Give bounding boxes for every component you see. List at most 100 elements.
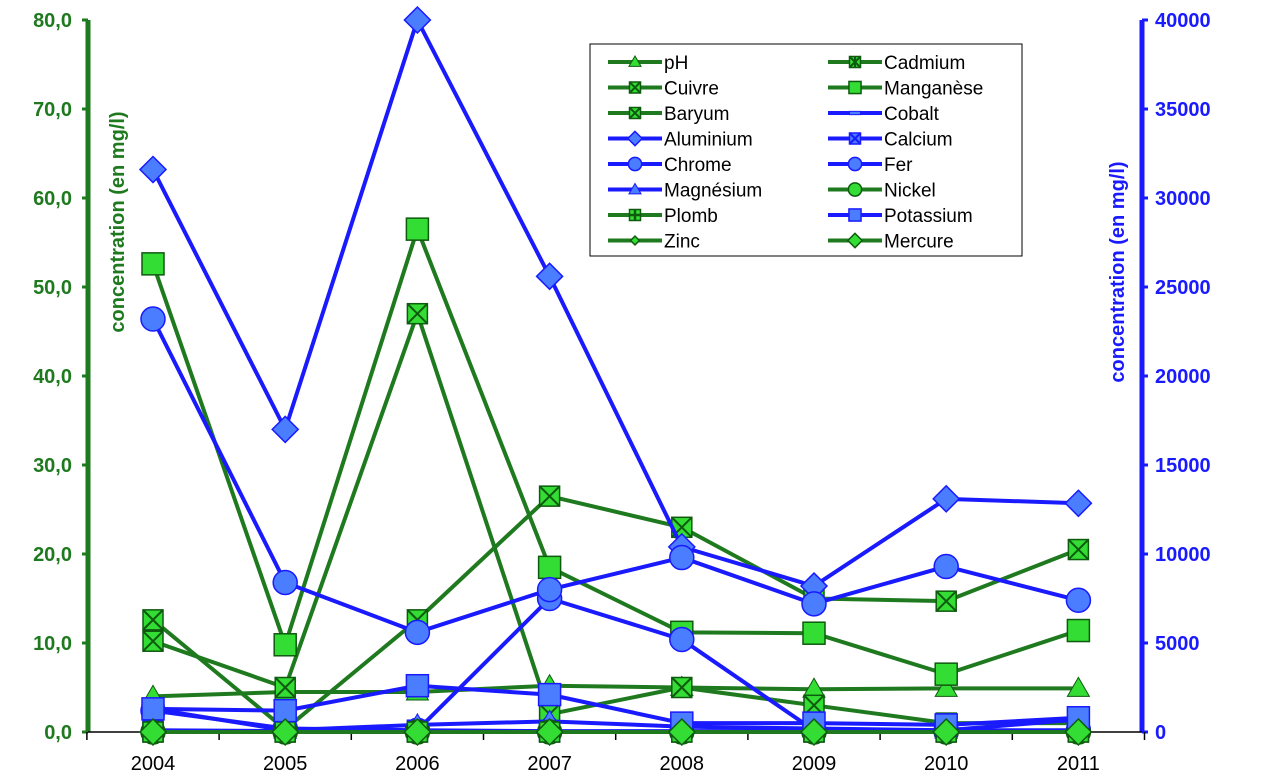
data-point <box>801 591 827 617</box>
legend-marker <box>628 208 642 222</box>
legend-marker <box>848 55 862 69</box>
legend-item: Magnésium <box>608 181 762 202</box>
right-tick-label: 25000 <box>1155 277 1211 299</box>
legend-label: Fer <box>884 155 913 176</box>
data-point <box>405 673 430 698</box>
x-tick-label: 2004 <box>131 753 176 775</box>
left-tick-label: 80,0 <box>33 10 72 32</box>
legend-marker <box>628 81 642 94</box>
data-point <box>1064 717 1093 747</box>
legend-label: Calcium <box>884 130 953 151</box>
left-tick-label: 60,0 <box>33 188 72 210</box>
data-point <box>536 576 563 603</box>
data-point <box>142 609 164 631</box>
data-point <box>667 717 696 747</box>
legend-item: Baryum <box>608 104 729 125</box>
legend-label: Chrome <box>664 155 732 176</box>
series-aluminium <box>138 5 1093 601</box>
series-line <box>152 683 1079 699</box>
legend-item: Cobalt <box>828 104 940 125</box>
legend-item: Calcium <box>828 130 953 151</box>
data-point <box>271 415 300 444</box>
data-point <box>535 717 564 747</box>
data-point <box>140 306 166 332</box>
data-point <box>404 619 431 646</box>
legend-item: Zinc <box>608 232 700 253</box>
legend-label: Magnésium <box>664 181 762 202</box>
legend-label: Aluminium <box>664 130 753 151</box>
legend-item: Potassium <box>828 206 973 227</box>
series-line <box>152 311 1079 726</box>
legend-item: Aluminium <box>608 130 753 151</box>
legend-label: Baryum <box>664 104 729 125</box>
legend-label: pH <box>664 53 688 74</box>
legend-marker <box>847 182 863 197</box>
legend-marker <box>848 132 862 145</box>
x-tick-label: 2005 <box>263 753 308 775</box>
series-line <box>152 706 1079 733</box>
legend-label: Potassium <box>884 206 973 227</box>
legend-item: Manganèse <box>828 79 983 100</box>
left-tick-label: 0,0 <box>44 722 72 744</box>
data-point <box>932 717 961 747</box>
right-tick-label: 0 <box>1155 722 1166 744</box>
series-manganèse <box>141 217 1091 686</box>
series-fer <box>140 306 1092 646</box>
data-point <box>538 485 561 507</box>
data-point <box>403 5 432 35</box>
data-point <box>405 217 430 241</box>
legend-item: Cadmium <box>828 53 965 74</box>
right-tick-label: 15000 <box>1155 455 1211 477</box>
x-tick-label: 2009 <box>792 753 837 775</box>
data-point <box>535 262 564 291</box>
right-tick-label: 10000 <box>1155 544 1211 566</box>
legend-item: Mercure <box>828 232 954 253</box>
series-line <box>151 318 1079 635</box>
data-point <box>537 555 562 580</box>
series-mercure <box>138 717 1093 747</box>
x-tick-label: 2006 <box>395 753 440 775</box>
legend-marker <box>626 130 644 147</box>
data-point <box>1067 538 1090 561</box>
x-tick-label: 2011 <box>1057 753 1100 775</box>
right-tick-label: 35000 <box>1155 99 1211 121</box>
legend-label: Nickel <box>884 181 936 202</box>
legend-label: Cadmium <box>884 53 965 74</box>
data-point <box>138 155 168 184</box>
legend-label: Cuivre <box>664 79 719 100</box>
axes: 0,0 10,0 20,0 30,0 40,0 50,0 60,0 70,0 80,0 0 5000… <box>33 10 1211 775</box>
data-point <box>1066 676 1091 697</box>
legend-marker <box>628 54 642 67</box>
legend-marker <box>848 80 862 95</box>
data-point <box>1064 489 1093 518</box>
series-line <box>152 683 1079 727</box>
legend-label: Plomb <box>664 206 718 227</box>
data-point <box>138 717 168 747</box>
data-point <box>141 252 165 276</box>
legend-marker <box>628 106 642 120</box>
data-point <box>272 569 298 596</box>
legend-item: Cuivre <box>608 79 719 100</box>
data-point <box>671 676 693 699</box>
data-point <box>274 676 296 699</box>
data-point <box>406 302 429 325</box>
data-point <box>403 717 432 747</box>
legend-label: Zinc <box>664 232 700 253</box>
data-point <box>273 633 297 657</box>
legend-box <box>589 43 1023 257</box>
x-tick-label: 2010 <box>924 753 969 775</box>
data-point <box>934 676 959 697</box>
legend-marker <box>849 110 861 116</box>
legend-marker <box>848 208 862 222</box>
x-tick-label: 2008 <box>660 753 705 775</box>
left-axis-title: concentration (en mg/l) <box>107 111 129 332</box>
left-tick-label: 50,0 <box>33 277 72 299</box>
right-tick-label: 20000 <box>1155 366 1211 388</box>
data-point <box>669 626 695 653</box>
x-tick-label: 2007 <box>527 753 572 775</box>
right-tick-label: 40000 <box>1155 10 1211 32</box>
data-point <box>799 717 829 747</box>
data-point <box>271 717 300 747</box>
series-line <box>151 227 1080 677</box>
